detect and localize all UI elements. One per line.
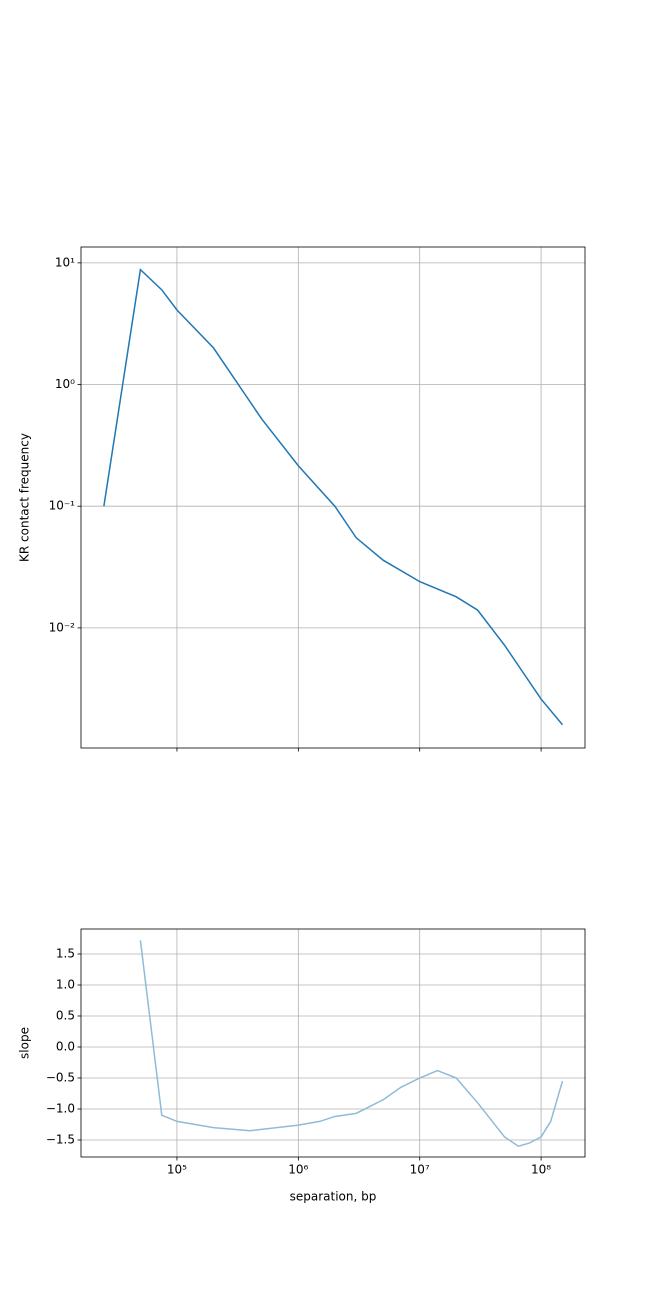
- y-tick-label: 10¹: [55, 255, 75, 269]
- y-tick-label: −1.5: [46, 1133, 75, 1147]
- y-tick-label: 0.0: [56, 1039, 75, 1053]
- data-line: [139, 940, 564, 1148]
- y-tick-label: 10⁻²: [49, 620, 76, 634]
- axes-frame: [80, 246, 586, 749]
- y-axis-label: slope: [18, 1027, 32, 1059]
- x-tick-label: 10⁵: [167, 1163, 187, 1177]
- x-tick-label: 10⁸: [531, 1163, 551, 1177]
- x-axis-label: separation, bp: [290, 1190, 377, 1204]
- y-tick-label: 10⁰: [55, 377, 75, 391]
- x-tick-label: 10⁶: [288, 1163, 308, 1177]
- axes-frame: [80, 928, 586, 1158]
- y-tick-label: 1.0: [56, 977, 75, 991]
- y-tick-label: 1.5: [56, 946, 75, 960]
- y-axis-label: KR contact frequency: [18, 433, 32, 562]
- y-tick-label: −1.0: [46, 1102, 75, 1116]
- y-tick-label: 10⁻¹: [49, 499, 76, 513]
- x-tick-label: 10⁷: [410, 1163, 430, 1177]
- y-tick-label: 0.5: [56, 1008, 75, 1022]
- y-tick-label: −0.5: [46, 1071, 75, 1085]
- data-line: [103, 268, 564, 726]
